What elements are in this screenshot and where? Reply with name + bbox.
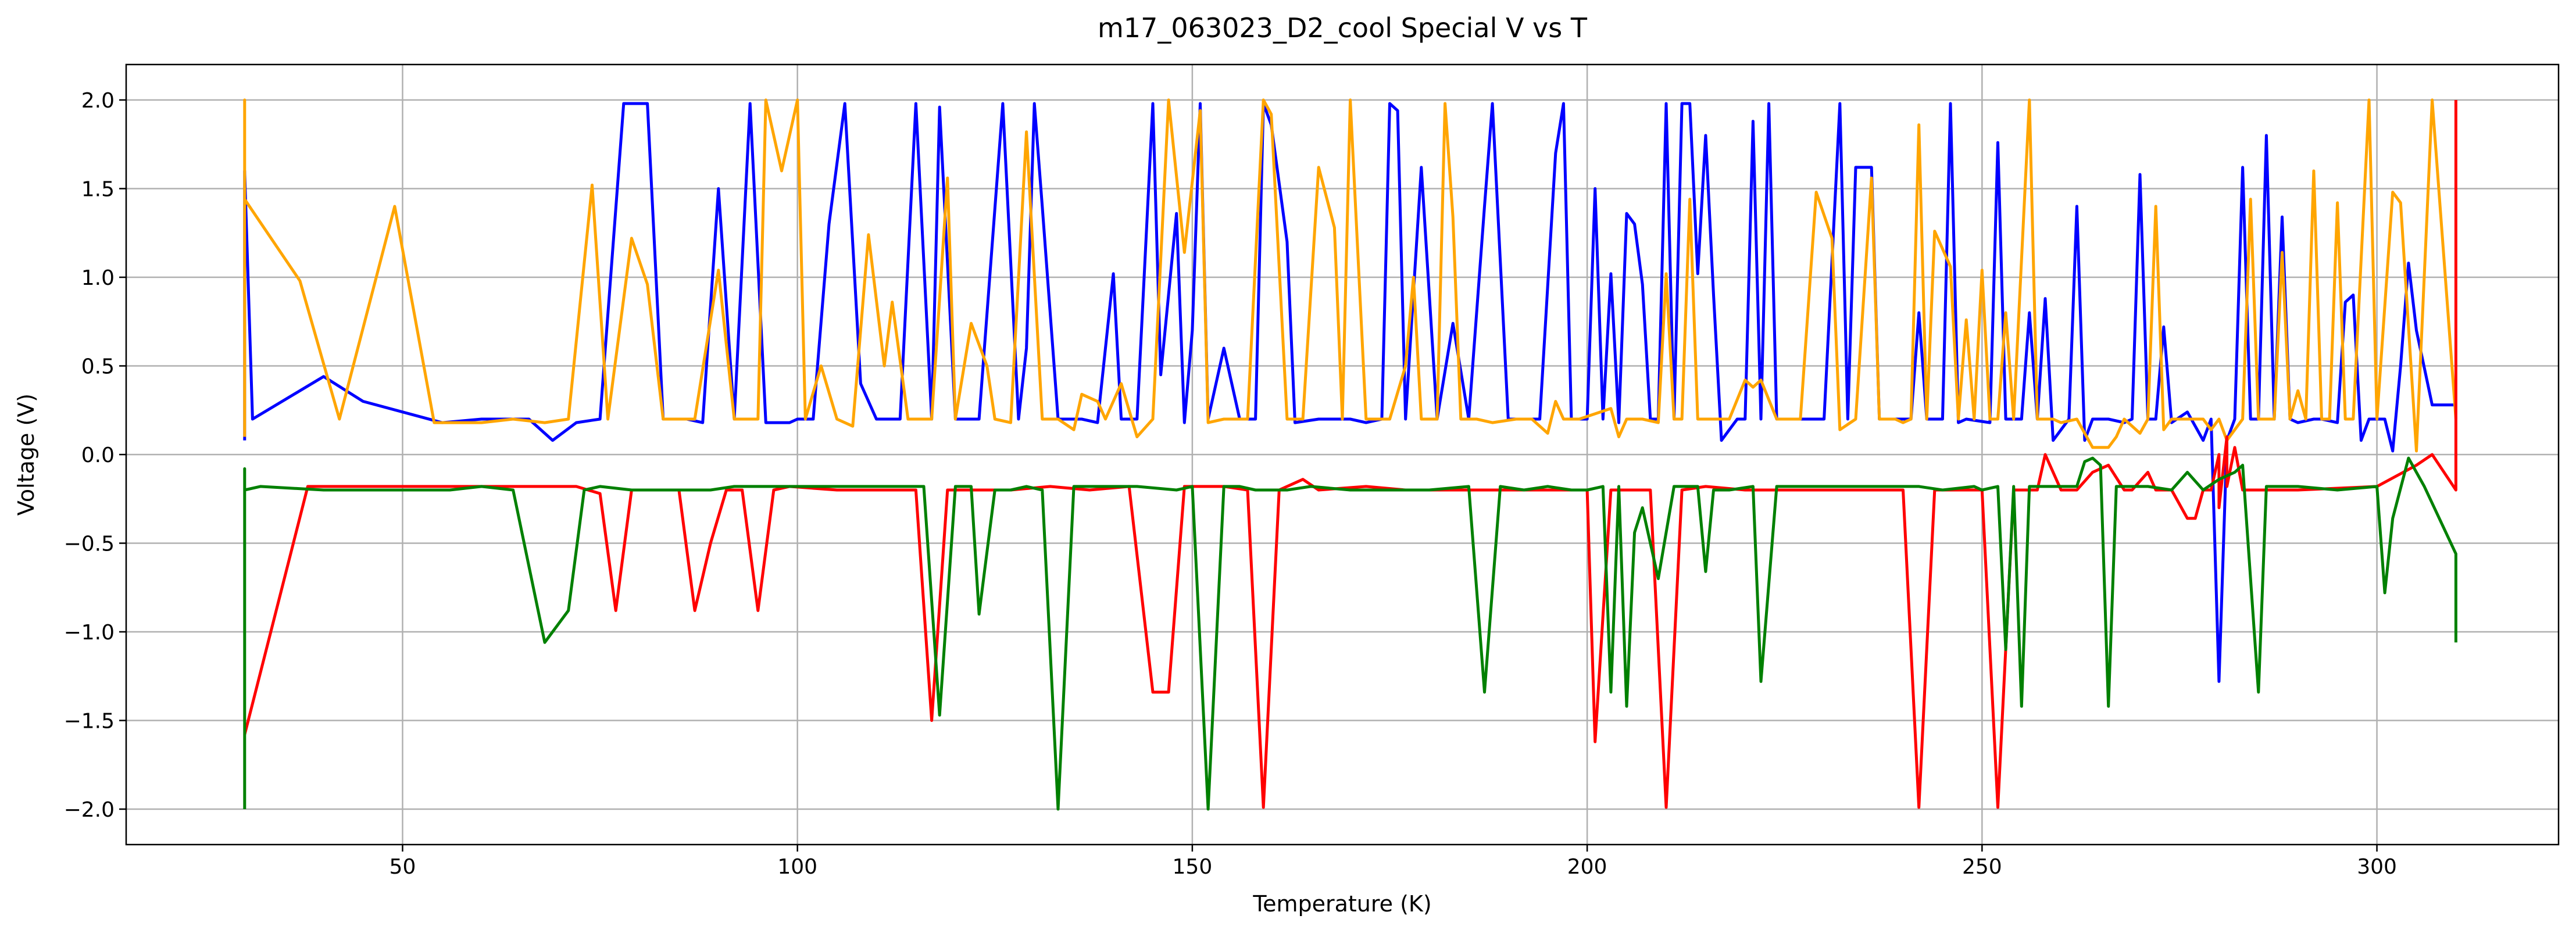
y-tick-label: −2.0 [64,798,115,822]
y-tick-label: −0.5 [64,532,115,556]
x-tick-label: 100 [777,855,817,879]
y-tick-label: −1.5 [64,710,115,734]
series-line-3 [243,100,2457,809]
series-line-1 [243,102,2456,683]
x-tick-label: 200 [1567,855,1607,879]
ticks: 50 100 150 200 250 300 −2.0 −1.5 −1.0 −0.5 0.0 0.5 1… [64,89,2397,879]
y-axis-label: Voltage (V) [13,394,39,516]
x-tick-label: 50 [390,855,416,879]
y-tick-label: 2.0 [81,89,115,113]
x-tick-label: 300 [2357,855,2397,879]
series-line-2 [243,98,2457,453]
y-tick-label: −1.0 [64,621,115,645]
y-tick-label: 1.0 [81,266,115,290]
series-line-4 [243,456,2457,811]
y-tick-label: 0.5 [81,355,115,379]
series-layer [243,98,2457,811]
x-tick-label: 150 [1173,855,1213,879]
x-tick-label: 250 [1962,855,2002,879]
y-tick-label: 0.0 [81,444,115,467]
chart-title: m17_063023_D2_cool Special V vs T [1098,12,1588,44]
x-axis-label: Temperature (K) [1252,891,1431,917]
y-tick-label: 1.5 [81,178,115,202]
